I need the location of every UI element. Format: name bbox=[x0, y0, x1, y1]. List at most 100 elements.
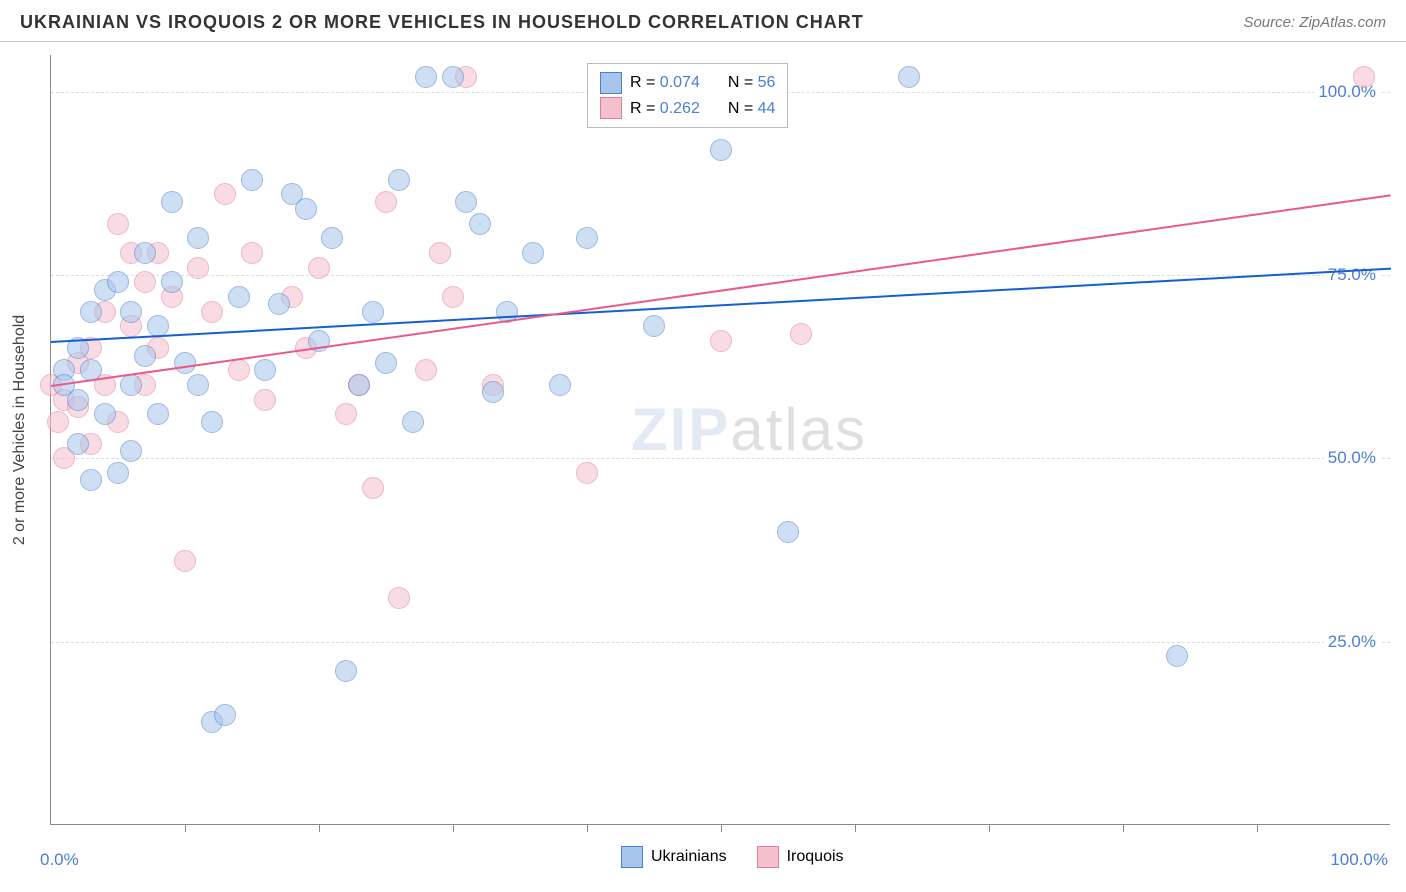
correlation-legend: R = 0.074 N = 56 R = 0.262 N = 44 bbox=[587, 63, 788, 128]
iroquois-point bbox=[228, 359, 250, 381]
legend-row-ukrainians: R = 0.074 N = 56 bbox=[600, 70, 775, 96]
iroquois-point bbox=[47, 411, 69, 433]
iroquois-point bbox=[241, 242, 263, 264]
ukrainians-point bbox=[321, 227, 343, 249]
ukrainians-point bbox=[415, 66, 437, 88]
ukrainians-point bbox=[214, 704, 236, 726]
ukrainians-point bbox=[174, 352, 196, 374]
ukrainians-point bbox=[67, 433, 89, 455]
ukrainians-point bbox=[522, 242, 544, 264]
ukrainians-point bbox=[1166, 645, 1188, 667]
ukrainians-point bbox=[161, 271, 183, 293]
iroquois-point bbox=[710, 330, 732, 352]
iroquois-point bbox=[1353, 66, 1375, 88]
ukrainians-point bbox=[442, 66, 464, 88]
ukrainians-point bbox=[549, 374, 571, 396]
ukrainians-point bbox=[241, 169, 263, 191]
ukrainians-point bbox=[268, 293, 290, 315]
gridline bbox=[51, 458, 1390, 459]
x-tick bbox=[587, 824, 588, 832]
y-tick-label: 25.0% bbox=[1324, 632, 1380, 652]
legend-item-ukrainians: Ukrainians bbox=[621, 846, 727, 868]
gridline bbox=[51, 275, 1390, 276]
iroquois-swatch-icon bbox=[757, 846, 779, 868]
watermark-light: atlas bbox=[730, 396, 867, 463]
iroquois-point bbox=[429, 242, 451, 264]
ukrainians-point bbox=[80, 469, 102, 491]
x-tick bbox=[185, 824, 186, 832]
iroquois-point bbox=[254, 389, 276, 411]
ukrainians-point bbox=[228, 286, 250, 308]
iroquois-point bbox=[442, 286, 464, 308]
ukrainians-point bbox=[120, 440, 142, 462]
iroquois-trendline bbox=[51, 194, 1391, 387]
legend-row-iroquois: R = 0.262 N = 44 bbox=[600, 96, 775, 122]
ukrainians-point bbox=[134, 345, 156, 367]
iroquois-point bbox=[415, 359, 437, 381]
scatter-chart: ZIPatlas 25.0%50.0%75.0%100.0%R = 0.074N… bbox=[50, 55, 1390, 825]
n-label: N = 44 bbox=[728, 96, 776, 122]
ukrainians-point bbox=[187, 227, 209, 249]
ukrainians-point bbox=[362, 301, 384, 323]
ukrainians-point bbox=[80, 301, 102, 323]
legend-item-iroquois: Iroquois bbox=[757, 846, 844, 868]
legend-label: Iroquois bbox=[787, 848, 844, 866]
ukrainians-point bbox=[482, 381, 504, 403]
gridline bbox=[51, 642, 1390, 643]
series-legend: Ukrainians Iroquois bbox=[621, 846, 844, 868]
iroquois-point bbox=[375, 191, 397, 213]
ukrainians-point bbox=[295, 198, 317, 220]
iroquois-point bbox=[308, 257, 330, 279]
ukrainians-point bbox=[254, 359, 276, 381]
ukrainians-point bbox=[455, 191, 477, 213]
iroquois-swatch-icon bbox=[600, 97, 622, 119]
ukrainians-point bbox=[388, 169, 410, 191]
ukrainians-point bbox=[147, 403, 169, 425]
chart-header: UKRAINIAN VS IROQUOIS 2 OR MORE VEHICLES… bbox=[0, 0, 1406, 42]
x-tick bbox=[1123, 824, 1124, 832]
ukrainians-point bbox=[335, 660, 357, 682]
iroquois-point bbox=[201, 301, 223, 323]
x-tick bbox=[453, 824, 454, 832]
x-axis-label-left: 0.0% bbox=[40, 850, 79, 870]
iroquois-point bbox=[107, 213, 129, 235]
ukrainians-point bbox=[107, 462, 129, 484]
ukrainians-point bbox=[107, 271, 129, 293]
iroquois-point bbox=[134, 271, 156, 293]
watermark-bold: ZIP bbox=[631, 396, 730, 463]
ukrainians-point bbox=[120, 301, 142, 323]
iroquois-point bbox=[576, 462, 598, 484]
iroquois-point bbox=[335, 403, 357, 425]
iroquois-point bbox=[790, 323, 812, 345]
ukrainians-point bbox=[120, 374, 142, 396]
x-tick bbox=[319, 824, 320, 832]
ukrainians-point bbox=[67, 389, 89, 411]
ukrainians-point bbox=[469, 213, 491, 235]
ukrainians-point bbox=[576, 227, 598, 249]
r-label: R = 0.074 bbox=[630, 70, 700, 96]
r-label: R = 0.262 bbox=[630, 96, 700, 122]
x-axis-label-right: 100.0% bbox=[1330, 850, 1388, 870]
x-tick bbox=[989, 824, 990, 832]
ukrainians-point bbox=[898, 66, 920, 88]
ukrainians-point bbox=[710, 139, 732, 161]
y-tick-label: 50.0% bbox=[1324, 448, 1380, 468]
chart-title: UKRAINIAN VS IROQUOIS 2 OR MORE VEHICLES… bbox=[20, 12, 864, 33]
x-tick bbox=[855, 824, 856, 832]
ukrainians-point bbox=[348, 374, 370, 396]
watermark: ZIPatlas bbox=[631, 395, 867, 464]
ukrainians-swatch-icon bbox=[600, 72, 622, 94]
ukrainians-swatch-icon bbox=[621, 846, 643, 868]
ukrainians-point bbox=[643, 315, 665, 337]
iroquois-point bbox=[388, 587, 410, 609]
n-label: N = 56 bbox=[728, 70, 776, 96]
ukrainians-point bbox=[187, 374, 209, 396]
ukrainians-point bbox=[402, 411, 424, 433]
iroquois-point bbox=[214, 183, 236, 205]
legend-label: Ukrainians bbox=[651, 848, 727, 866]
ukrainians-point bbox=[201, 411, 223, 433]
source-attribution: Source: ZipAtlas.com bbox=[1243, 14, 1386, 31]
ukrainians-point bbox=[134, 242, 156, 264]
ukrainians-point bbox=[375, 352, 397, 374]
ukrainians-point bbox=[94, 403, 116, 425]
